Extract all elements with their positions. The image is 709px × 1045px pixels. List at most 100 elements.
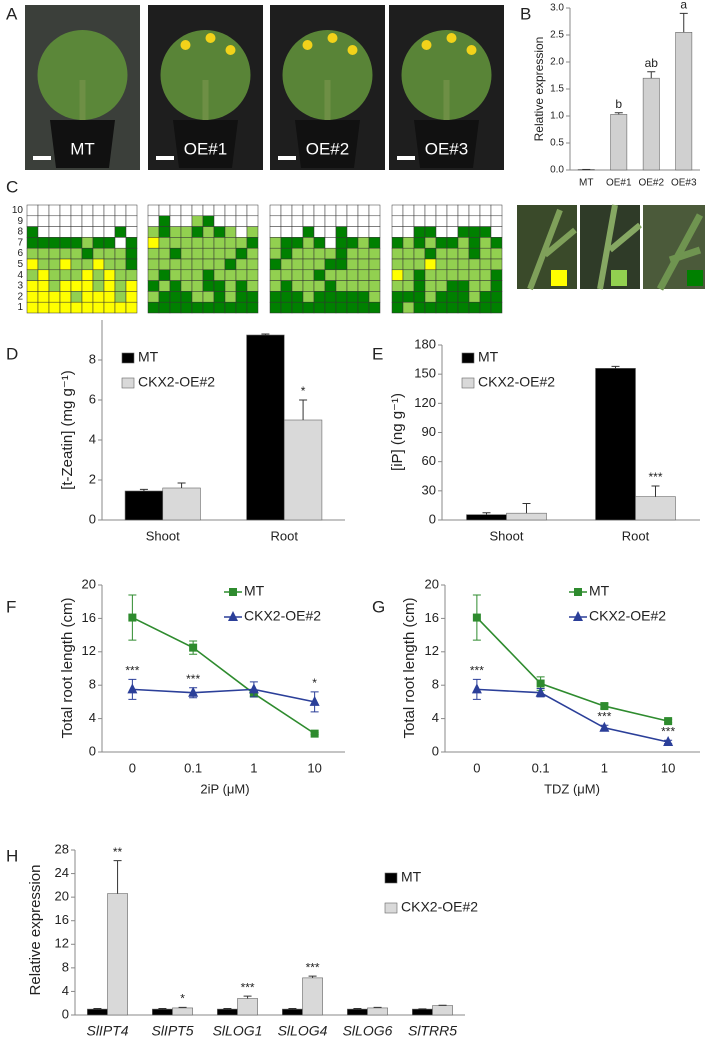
grid-cell xyxy=(391,204,404,217)
error-bar xyxy=(158,1008,167,1010)
grid-cell xyxy=(103,291,116,303)
legend-marker xyxy=(228,611,238,621)
legend-marker xyxy=(573,611,583,621)
x-tick-label: 10 xyxy=(661,760,675,775)
grid-cell xyxy=(158,258,171,271)
grid-cell xyxy=(435,291,448,303)
row-label: 7 xyxy=(17,237,23,248)
x-tick-label: 0 xyxy=(473,760,480,775)
grid-cell xyxy=(280,204,293,217)
grid-cell xyxy=(368,280,381,292)
grid-cell xyxy=(391,258,404,271)
grid-cell xyxy=(313,258,326,271)
y-tick-label: 1.0 xyxy=(550,111,564,122)
flower xyxy=(180,40,191,50)
grid-cell xyxy=(92,258,105,271)
grid-cell xyxy=(169,226,182,238)
y-tick-label: 0 xyxy=(89,743,96,758)
grid-cell xyxy=(59,247,72,260)
y-tick-label: 16 xyxy=(55,912,69,927)
grid-cell xyxy=(413,301,426,314)
grid-cell xyxy=(70,215,83,227)
grid-cell xyxy=(169,258,182,271)
grid-cell xyxy=(435,204,448,217)
grid-cell xyxy=(202,280,215,292)
marker xyxy=(471,683,482,694)
grid-cell xyxy=(81,215,94,227)
grid-cell xyxy=(324,237,337,249)
significance: *** xyxy=(241,980,255,994)
grid-cell xyxy=(457,226,470,238)
y-tick-label: 0.0 xyxy=(550,165,564,176)
grid-cell xyxy=(103,258,116,271)
grid-cell xyxy=(202,237,215,249)
grid-cell xyxy=(169,247,182,260)
grid-cell xyxy=(280,301,293,314)
grid-cell xyxy=(435,226,448,238)
grid-cell xyxy=(59,226,72,238)
grid-cell xyxy=(424,269,437,281)
grid-cell xyxy=(457,215,470,227)
grid-cell xyxy=(457,269,470,281)
grid-cell xyxy=(280,247,293,260)
grid-cell xyxy=(191,215,204,227)
y-tick-label: 4 xyxy=(62,983,69,998)
grid-cell xyxy=(81,258,94,271)
panel-label: C xyxy=(6,177,18,196)
y-tick-label: 12 xyxy=(55,936,69,951)
error-bar xyxy=(113,860,122,894)
grid-cell xyxy=(468,258,481,271)
grid-cell xyxy=(147,247,160,260)
grid-cell xyxy=(180,204,193,217)
grid-cell xyxy=(490,215,503,227)
grid-cell xyxy=(224,204,237,217)
grid-cell xyxy=(191,258,204,271)
grid-cell xyxy=(402,215,415,227)
x-tick-label: SlLOG6 xyxy=(343,1023,393,1039)
grid-cell xyxy=(125,280,138,292)
grid-cell xyxy=(114,215,127,227)
grid-cell xyxy=(81,204,94,217)
grid-cell xyxy=(147,258,160,271)
grid-cell xyxy=(269,301,282,314)
y-tick-label: 30 xyxy=(422,482,436,497)
grid-cell xyxy=(391,269,404,281)
legend-label: CKX2-OE#2 xyxy=(478,374,555,390)
bar xyxy=(302,977,323,1016)
grid-cell xyxy=(468,215,481,227)
grid-cell xyxy=(235,280,248,292)
legend-label: CKX2-OE#2 xyxy=(138,374,215,390)
grid-cell xyxy=(424,258,437,271)
grid-cell xyxy=(158,204,171,217)
y-tick-label: 4 xyxy=(89,710,96,725)
grid-cell xyxy=(235,269,248,281)
grid-cell xyxy=(246,269,259,281)
grid-cell xyxy=(191,301,204,314)
grid-cell xyxy=(346,258,359,271)
grid-cell xyxy=(435,237,448,249)
grid-cell xyxy=(202,215,215,227)
marker xyxy=(128,613,137,622)
grid-cell xyxy=(103,204,116,217)
grid-cell xyxy=(413,291,426,303)
marker xyxy=(472,613,481,622)
grid-cell xyxy=(213,291,226,303)
grid-cell xyxy=(346,226,359,238)
panel-label: D xyxy=(6,344,18,363)
bar xyxy=(172,1007,193,1016)
y-tick-label: 0 xyxy=(432,743,439,758)
y-tick-label: 20 xyxy=(55,889,69,904)
grid-cell xyxy=(158,301,171,314)
grid-cell xyxy=(291,291,304,303)
grid-cell xyxy=(37,215,50,227)
grid-cell xyxy=(402,301,415,314)
grid-cell xyxy=(92,237,105,249)
grid-cell xyxy=(92,247,105,260)
y-tick-label: 4 xyxy=(432,710,439,725)
pot xyxy=(173,120,238,168)
y-tick-label: 60 xyxy=(422,453,436,468)
marker xyxy=(248,683,259,694)
grid-cell xyxy=(48,269,61,281)
y-tick-label: 4 xyxy=(89,431,96,446)
bar xyxy=(152,1008,173,1016)
